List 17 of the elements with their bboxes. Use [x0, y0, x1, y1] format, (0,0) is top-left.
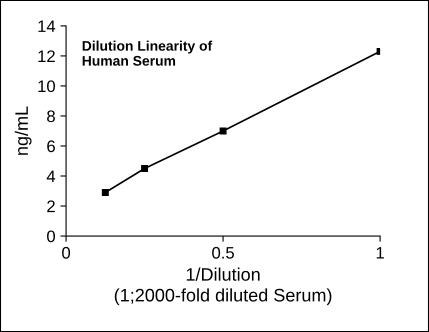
- y-tick-label: 8: [47, 110, 55, 122]
- y-axis-title: ng/mL: [14, 106, 32, 155]
- y-tick-label: 2: [47, 200, 55, 212]
- y-tick-label: 4: [46, 170, 56, 182]
- y-tick-label: 14: [38, 20, 56, 32]
- x-axis-title: 1/Dilution (1;2000-fold diluted Serum): [114, 268, 332, 306]
- y-tick-label: 10: [38, 80, 55, 92]
- x-tick-label: 0.5: [212, 246, 234, 259]
- point: [141, 165, 148, 172]
- y-tick-label: 6: [47, 140, 55, 152]
- y-tick-label: 12: [38, 50, 55, 62]
- x-tick-label: 1: [376, 247, 384, 259]
- x-tick-label: 0: [62, 246, 70, 259]
- text: Dilution Linearity of Human Serum: [82, 40, 212, 66]
- y-tick-label: 0: [47, 230, 55, 242]
- point: [102, 189, 109, 196]
- point: [220, 128, 227, 134]
